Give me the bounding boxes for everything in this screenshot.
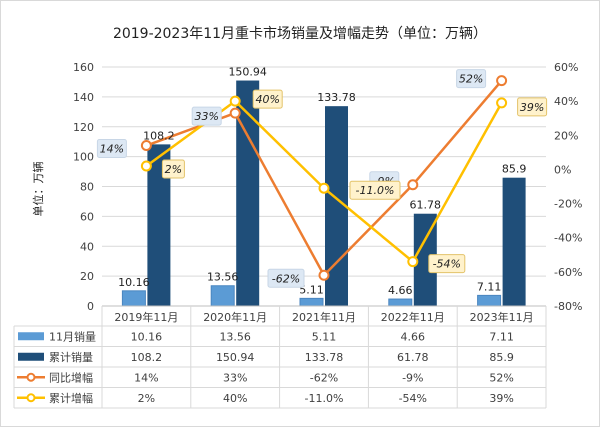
table-cell: 5.11 bbox=[312, 330, 337, 343]
line-value-label: 33% bbox=[194, 110, 218, 123]
x-tick-label: 2022年11月 bbox=[381, 310, 445, 324]
y2-tick-label: -20% bbox=[554, 198, 582, 211]
series-point bbox=[408, 180, 417, 189]
bar bbox=[478, 295, 501, 306]
legend-label: 11月销量 bbox=[49, 329, 96, 343]
data-table: 2019年11月 2020年11月 2021年11月 2022年11月 2023年11月… bbox=[14, 306, 546, 408]
series-point bbox=[320, 271, 329, 280]
legend-marker bbox=[28, 374, 35, 381]
line-value-label: -62% bbox=[272, 272, 300, 285]
x-tick-label: 2023年11月 bbox=[470, 310, 534, 324]
series-point bbox=[231, 109, 240, 118]
table-cell: -62% bbox=[310, 371, 338, 384]
series-point bbox=[231, 97, 240, 106]
table-cell: 39% bbox=[489, 392, 513, 405]
legend-swatch bbox=[18, 332, 44, 340]
y2-tick-label: 40% bbox=[554, 95, 578, 108]
y-tick-label: 100 bbox=[73, 151, 94, 164]
legend-marker bbox=[28, 394, 35, 401]
bar-value-label: 133.78 bbox=[317, 91, 356, 104]
table-cell: 85.9 bbox=[489, 351, 514, 364]
bar bbox=[389, 299, 412, 306]
table-cell: 33% bbox=[223, 371, 247, 384]
bar bbox=[211, 286, 234, 306]
y-tick-label: 120 bbox=[73, 121, 94, 134]
bar-value-label: 150.94 bbox=[228, 66, 267, 79]
y-tick-label: 0 bbox=[87, 300, 94, 313]
table-cell: 14% bbox=[134, 371, 158, 384]
y2-tick-label: 60% bbox=[554, 61, 578, 74]
bar bbox=[300, 298, 323, 306]
line-value-label: 14% bbox=[100, 143, 124, 156]
table-cell: 108.2 bbox=[131, 351, 163, 364]
bar-value-label: 13.56 bbox=[207, 271, 239, 284]
series-point bbox=[497, 98, 506, 107]
bar-value-label: 7.11 bbox=[477, 280, 502, 293]
y2-tick-label: 20% bbox=[554, 129, 578, 142]
table-cell: 133.78 bbox=[305, 351, 344, 364]
table-cell: 150.94 bbox=[216, 351, 255, 364]
y2-tick-label: 0% bbox=[554, 163, 571, 176]
bar-value-label: 4.66 bbox=[388, 284, 413, 297]
line-value-label: 39% bbox=[520, 101, 544, 114]
y-tick-label: 40 bbox=[80, 240, 94, 253]
bar-value-label: 85.9 bbox=[502, 163, 527, 176]
chart-title: 2019-2023年11月重卡市场销量及增幅走势（单位：万辆） bbox=[113, 25, 487, 42]
y2-tick-label: -40% bbox=[554, 232, 582, 245]
legend-swatch bbox=[18, 353, 44, 361]
table-cell: 10.16 bbox=[131, 330, 163, 343]
line-value-label: -54% bbox=[433, 258, 461, 271]
bar-value-label: 61.78 bbox=[410, 199, 442, 212]
line-value-label: 2% bbox=[165, 163, 182, 176]
table-cell: 2% bbox=[138, 392, 155, 405]
bar bbox=[503, 178, 526, 306]
x-tick-label: 2019年11月 bbox=[114, 310, 178, 324]
y-tick-label: 160 bbox=[73, 61, 94, 74]
table-cell: 13.56 bbox=[219, 330, 251, 343]
table-cell: 7.11 bbox=[489, 330, 514, 343]
x-tick-label: 2020年11月 bbox=[203, 310, 267, 324]
series-point bbox=[142, 162, 151, 171]
legend-label: 同比增幅 bbox=[49, 370, 93, 384]
series-point bbox=[497, 76, 506, 85]
y-tick-label: 20 bbox=[80, 270, 94, 283]
y-tick-label: 60 bbox=[80, 210, 94, 223]
y2-tick-label: -60% bbox=[554, 266, 582, 279]
y-tick-label: 140 bbox=[73, 91, 94, 104]
table-cell: -9% bbox=[402, 371, 423, 384]
bar-value-label: 108.2 bbox=[143, 129, 175, 142]
table-cell: 61.78 bbox=[397, 351, 429, 364]
bar-value-label: 10.16 bbox=[118, 276, 150, 289]
line-value-label: -11.0% bbox=[356, 184, 395, 197]
series-point bbox=[320, 184, 329, 193]
table-cell: 40% bbox=[223, 392, 247, 405]
legend-label: 累计销量 bbox=[49, 350, 93, 364]
table-cell: 52% bbox=[489, 371, 513, 384]
legend-label: 累计增幅 bbox=[49, 391, 93, 405]
table-cell: -11.0% bbox=[305, 392, 344, 405]
line-value-label: 40% bbox=[255, 93, 279, 106]
table-cell: 4.66 bbox=[401, 330, 426, 343]
x-tick-label: 2021年11月 bbox=[292, 310, 356, 324]
bar bbox=[122, 291, 145, 306]
table-cell: -54% bbox=[399, 392, 427, 405]
line-value-label: 52% bbox=[459, 73, 483, 86]
series-point bbox=[408, 257, 417, 266]
y-axis-label: 单位：万辆 bbox=[31, 162, 45, 217]
y2-tick-label: -80% bbox=[554, 300, 582, 313]
y-tick-label: 80 bbox=[80, 181, 94, 194]
